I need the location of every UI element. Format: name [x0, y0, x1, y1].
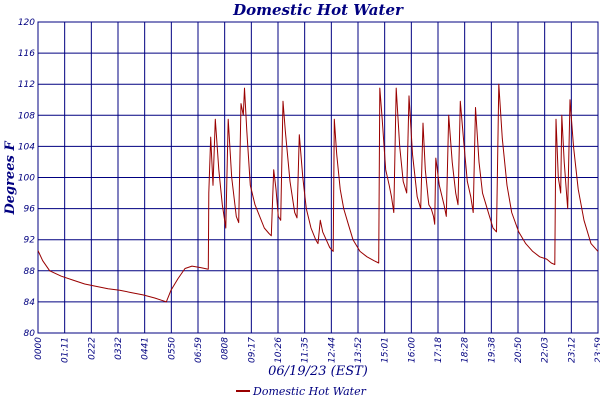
x-tick-label: 0441	[141, 337, 151, 360]
x-tick-label: 11:35	[301, 337, 311, 363]
x-tick-label: 0000	[34, 337, 44, 360]
x-tick-label: 01:11	[61, 337, 71, 363]
x-tick-label: 13:52	[354, 337, 364, 363]
x-tick-label: 0550	[167, 337, 177, 360]
y-tick-label: 108	[18, 111, 35, 121]
series-lines	[37, 83, 599, 303]
plot-frame	[37, 21, 599, 334]
x-tick-label: 15:01	[381, 337, 391, 363]
x-tick-label: 19:38	[487, 337, 497, 363]
y-tick-label: 96	[24, 205, 36, 215]
x-tick-label: 16:00	[407, 337, 417, 363]
x-tick-label: 23:12	[567, 337, 577, 363]
legend-label: Domestic Hot Water	[252, 385, 367, 398]
y-tick-labels: 80 84 88 92 96 100 104 108 112 116 120	[18, 18, 35, 339]
x-tick-label: 0808	[221, 337, 231, 360]
x-tick-labels: 0000 01:11 0222 0332 0441 0550 06:59 0808 09:17 1…	[34, 337, 600, 363]
y-tick-label: 112	[18, 80, 35, 90]
grid-lines	[37, 21, 599, 334]
x-tick-label: 09:17	[247, 337, 257, 363]
series-line	[37, 83, 599, 303]
y-tick-label: 80	[24, 329, 36, 339]
legend: Domestic Hot Water	[236, 385, 367, 398]
x-tick-label: 20:50	[514, 337, 524, 363]
y-tick-label: 120	[18, 18, 35, 28]
y-tick-label: 84	[24, 298, 36, 308]
x-tick-label: 0222	[87, 337, 97, 360]
x-tick-label: 10:26	[274, 337, 284, 363]
x-tick-label: 12:44	[327, 337, 337, 363]
y-axis-label: Degrees F	[3, 141, 18, 216]
x-tick-label: 0332	[114, 337, 124, 360]
chart-title: Domestic Hot Water	[232, 1, 404, 19]
x-tick-label: 22:03	[541, 337, 551, 363]
x-tick-label: 17:18	[434, 337, 444, 363]
y-tick-label: 92	[24, 236, 36, 246]
y-tick-label: 100	[18, 174, 35, 184]
x-tick-label: 06:59	[194, 337, 204, 363]
x-axis-label: 06/19/23 (EST)	[268, 364, 368, 379]
x-tick-label: 23:59	[594, 337, 600, 363]
y-tick-label: 104	[18, 142, 35, 152]
y-tick-label: 116	[18, 49, 35, 59]
y-tick-label: 88	[24, 267, 36, 277]
x-tick-label: 18:28	[461, 337, 471, 363]
